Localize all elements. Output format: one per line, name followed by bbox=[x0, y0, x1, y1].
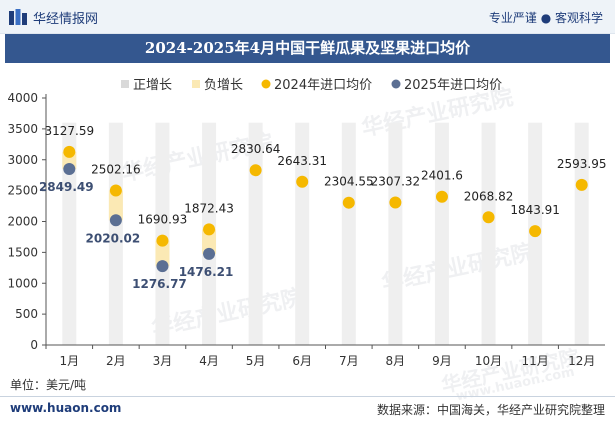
data-label-2025: 2020.02 bbox=[86, 231, 141, 245]
data-point-2025 bbox=[109, 214, 122, 227]
chart-area: 0 500 1000 1500 2000 2500 3000 3500 4000 1月 2月 3月 4月… bbox=[7, 78, 607, 368]
data-label-2024: 2307.32 bbox=[371, 175, 421, 189]
tagline: 专业严谨 ● 客观科学 bbox=[488, 11, 603, 25]
x-tick-label: 7月 bbox=[339, 354, 359, 368]
data-label-2024: 2643.31 bbox=[277, 154, 327, 168]
category-column bbox=[62, 122, 77, 345]
y-tick-label: 3000 bbox=[7, 153, 38, 167]
data-point-2024 bbox=[63, 145, 76, 158]
data-label-2024: 2304.55 bbox=[324, 175, 374, 189]
category-column bbox=[108, 122, 123, 345]
legend-dot bbox=[261, 79, 271, 89]
legend-swatch bbox=[121, 80, 129, 88]
data-point-2024 bbox=[482, 211, 495, 224]
data-label-2025: 1476.21 bbox=[179, 265, 234, 279]
data-point-2024 bbox=[203, 223, 216, 236]
legend-label: 2025年进口均价 bbox=[404, 78, 502, 93]
x-tick-label: 2月 bbox=[106, 354, 126, 368]
x-tick-label: 9月 bbox=[432, 354, 452, 368]
data-point-2024 bbox=[529, 225, 542, 238]
y-tick-label: 1500 bbox=[7, 245, 38, 259]
top-bar: 华经情报网 专业严谨 ● 客观科学 bbox=[0, 0, 615, 34]
data-label-2024: 1690.93 bbox=[138, 213, 188, 227]
x-tick-label: 6月 bbox=[292, 354, 312, 368]
data-label-2025: 1276.77 bbox=[132, 277, 187, 291]
data-label-2024: 2401.6 bbox=[421, 169, 463, 183]
change-bar bbox=[155, 240, 170, 267]
y-tick-label: 3500 bbox=[7, 122, 38, 136]
data-point-2024 bbox=[109, 184, 122, 197]
change-bar bbox=[202, 229, 217, 254]
data-point-2025 bbox=[156, 260, 169, 273]
category-column bbox=[434, 122, 449, 345]
y-tick-label: 0 bbox=[30, 338, 38, 352]
category-column bbox=[481, 122, 496, 345]
x-tick-label: 12月 bbox=[568, 354, 595, 368]
chart-title: 2024-2025年4月中国干鲜瓜果及坚果进口均价 bbox=[5, 34, 610, 63]
y-tick-label: 1000 bbox=[7, 276, 38, 290]
category-column bbox=[155, 122, 170, 345]
legend-label: 2024年进口均价 bbox=[274, 78, 372, 93]
legend-label: 正增长 bbox=[133, 78, 172, 93]
x-tick-label: 3月 bbox=[153, 354, 173, 368]
footer-divider bbox=[0, 396, 615, 397]
data-point-2025 bbox=[63, 163, 76, 176]
x-tick-label: 11月 bbox=[521, 354, 548, 368]
x-tick-label: 8月 bbox=[386, 354, 406, 368]
data-label-2024: 1872.43 bbox=[184, 201, 234, 215]
y-tick-label: 2000 bbox=[7, 215, 38, 229]
x-tick-label: 1月 bbox=[59, 354, 79, 368]
unit-label: 单位：美元/吨 bbox=[10, 378, 87, 392]
data-label-2024: 2502.16 bbox=[91, 162, 141, 176]
change-bar bbox=[108, 190, 123, 221]
x-tick-label: 5月 bbox=[246, 354, 266, 368]
huajing-logo-icon bbox=[9, 9, 27, 25]
x-tick-label: 4月 bbox=[199, 354, 219, 368]
data-label-2024: 2830.64 bbox=[231, 142, 281, 156]
data-label-2024: 2593.95 bbox=[557, 157, 607, 171]
category-column bbox=[341, 122, 356, 345]
data-label-2025: 2849.49 bbox=[39, 180, 94, 194]
x-tick-label: 10月 bbox=[475, 354, 502, 368]
site-name: 华经情报网 bbox=[33, 12, 99, 27]
data-point-2024 bbox=[389, 196, 402, 209]
data-label-2024: 2068.82 bbox=[464, 189, 514, 203]
legend-label: 负增长 bbox=[204, 78, 243, 93]
data-point-2024 bbox=[342, 196, 355, 209]
data-point-2025 bbox=[203, 247, 216, 260]
data-point-2024 bbox=[249, 164, 262, 177]
category-column bbox=[388, 122, 403, 345]
y-tick-label: 500 bbox=[15, 307, 38, 321]
data-point-2024 bbox=[435, 190, 448, 203]
site-url: www.huaon.com bbox=[10, 401, 122, 415]
y-tick-label: 4000 bbox=[7, 91, 38, 105]
data-label-2024: 3127.59 bbox=[44, 124, 94, 138]
legend-dot bbox=[391, 79, 401, 89]
y-tick-label: 2500 bbox=[7, 184, 38, 198]
data-point-2024 bbox=[575, 178, 588, 191]
category-column bbox=[574, 122, 589, 345]
category-column bbox=[248, 122, 263, 345]
data-label-2024: 1843.91 bbox=[510, 203, 560, 217]
source-note: 数据来源：中国海关，华经产业研究院整理 bbox=[376, 403, 605, 417]
legend-swatch bbox=[192, 80, 200, 88]
data-point-2024 bbox=[156, 234, 169, 247]
data-point-2024 bbox=[296, 175, 309, 188]
